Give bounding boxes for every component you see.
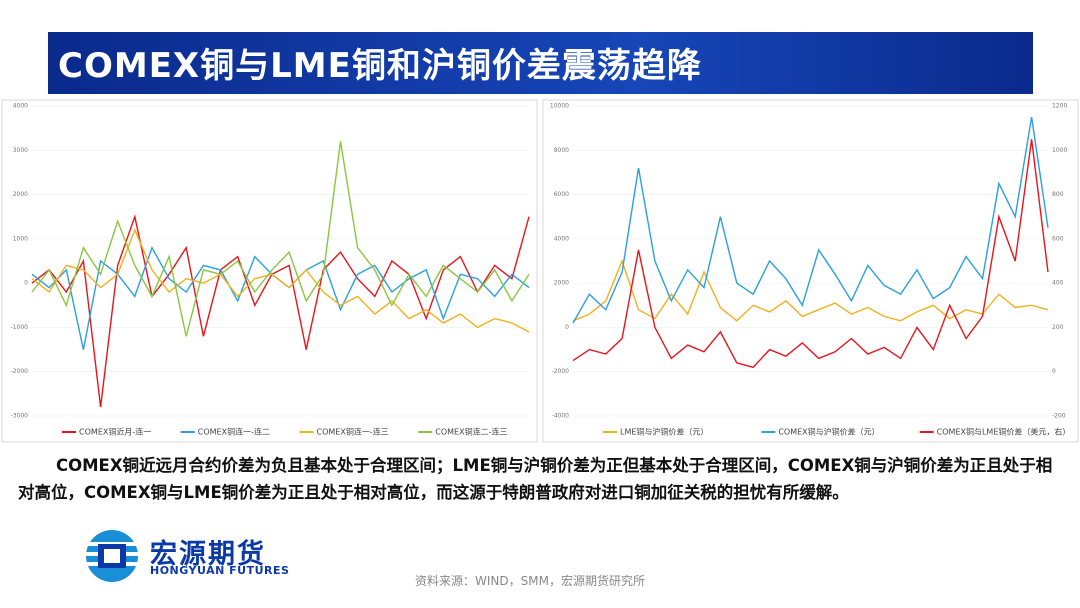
y-tick-label: 6000 (554, 191, 569, 198)
y-tick-label: -1000 (11, 324, 29, 331)
legend-label: COMEX铜连二-连三 (435, 427, 507, 437)
y-tick-label: 3000 (13, 147, 28, 154)
y2-tick-label: 400 (1052, 280, 1064, 287)
legend-label: COMEX铜近月-连一 (79, 427, 151, 437)
logo-en: HONGYUAN FUTURES (150, 564, 290, 577)
body-text: COMEX铜近远月合约价差为负且基本处于合理区间；LME铜与沪铜价差为正但基本处… (18, 456, 1053, 502)
logo-icon (72, 530, 152, 582)
y2-tick-label: 800 (1052, 191, 1064, 198)
charts: -3000-2000-100001000200030004000COMEX铜近月… (1, 99, 1079, 443)
y2-tick-label: -200 (1052, 413, 1066, 420)
y-tick-label: -4000 (552, 413, 570, 420)
logo-cn: 宏源期货 (150, 539, 266, 570)
y-tick-label: 4000 (554, 235, 569, 242)
y-tick-label: -2000 (552, 368, 570, 375)
source: 资料来源：WIND，SMM，宏源期货研究所 (415, 574, 645, 588)
y-tick-label: 10000 (550, 103, 569, 110)
legend-label: COMEX铜与沪铜价差（元） (778, 427, 879, 437)
y-tick-label: 1000 (13, 235, 28, 242)
series-line (31, 141, 530, 337)
y-tick-label: 8000 (554, 147, 569, 154)
y-tick-label: 0 (24, 280, 28, 287)
series-line (572, 139, 1049, 369)
y-tick-label: -3000 (11, 413, 29, 420)
chart-panel (542, 99, 1079, 443)
title-banner (48, 32, 1033, 94)
y-tick-label: 2000 (13, 191, 28, 198)
y2-tick-label: 0 (1052, 368, 1056, 375)
legend-label: LME铜与沪铜价差（元） (620, 427, 708, 437)
y2-tick-label: 1000 (1052, 147, 1067, 154)
y-tick-label: -2000 (11, 368, 29, 375)
legend-label: COMEX铜与LME铜价差（美元，右） (937, 427, 1071, 437)
legend-label: COMEX铜连一-连二 (198, 427, 270, 437)
y2-tick-label: 200 (1052, 324, 1064, 331)
y2-tick-label: 1200 (1052, 103, 1067, 110)
y-tick-label: 2000 (554, 280, 569, 287)
y-tick-label: 0 (565, 324, 569, 331)
series-line (572, 116, 1049, 324)
legend-label: COMEX铜连一-连三 (317, 427, 389, 437)
slide-title: COMEX铜与LME铜和沪铜价差震荡趋降 (58, 46, 702, 86)
series-line (31, 228, 530, 333)
y-tick-label: 4000 (13, 103, 28, 110)
y2-tick-label: 600 (1052, 235, 1064, 242)
